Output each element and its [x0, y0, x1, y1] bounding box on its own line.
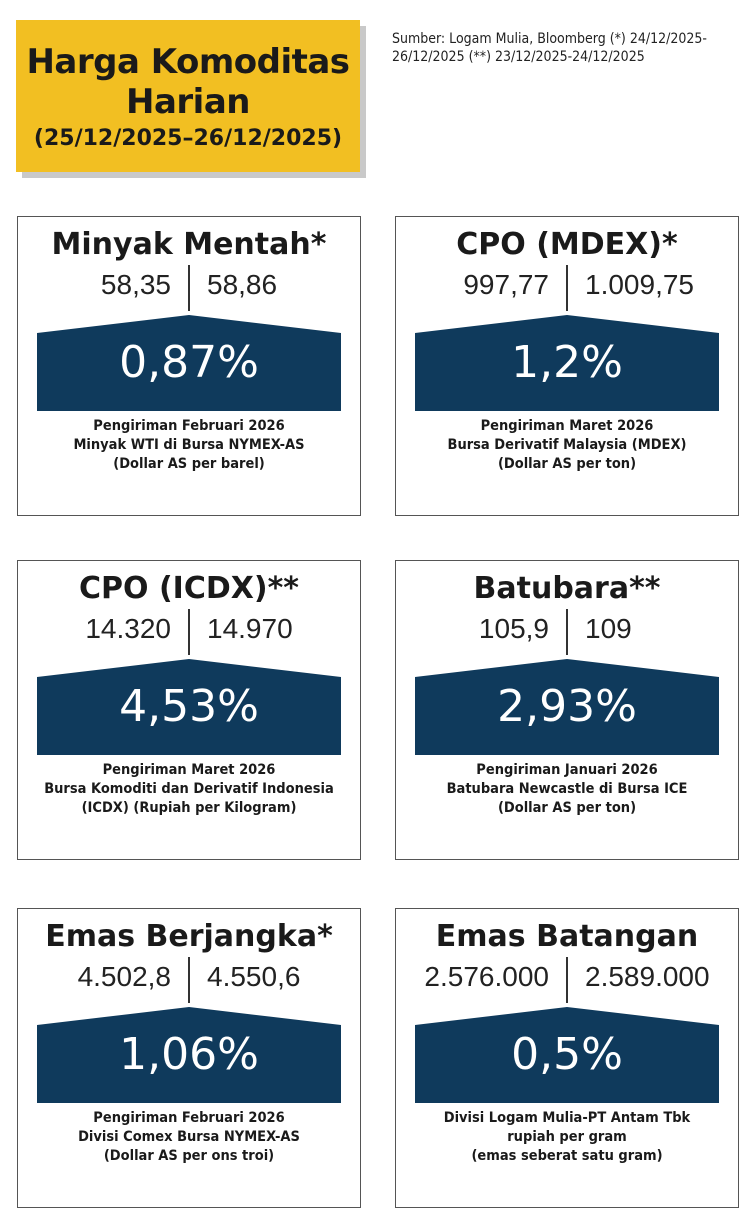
previous-price: 997,77 — [463, 269, 549, 300]
current-price: 58,86 — [207, 269, 278, 300]
banner-shape — [37, 659, 341, 755]
banner-shape — [37, 1007, 341, 1103]
current-price: 2.589.000 — [585, 961, 710, 992]
price-divider — [566, 609, 568, 655]
desc-line: rupiah per gram — [507, 1129, 627, 1145]
desc-line: (ICDX) (Rupiah per Kilogram) — [81, 800, 297, 816]
desc-line: Bursa Derivatif Malaysia (MDEX) — [447, 437, 687, 453]
previous-price: 14.320 — [85, 613, 171, 644]
desc-line: (Dollar AS per ons troi) — [103, 1148, 275, 1164]
banner-shape — [37, 315, 341, 411]
desc-line: Pengiriman Februari 2026 — [93, 418, 285, 434]
change-banner: 4,53% — [37, 659, 341, 755]
page-title: Harga Komoditas Harian — [26, 42, 350, 122]
change-banner: 2,93% — [415, 659, 719, 755]
previous-price: 105,9 — [478, 613, 549, 644]
change-percent: 2,93% — [497, 681, 637, 732]
change-percent: 1,2% — [511, 337, 623, 388]
desc-line: Batubara Newcastle di Bursa ICE — [446, 781, 688, 797]
current-price: 1.009,75 — [585, 269, 694, 300]
price-pair: 14.320 14.970 — [18, 609, 360, 659]
card-description: Pengiriman Januari 2026 Batubara Newcast… — [396, 761, 738, 818]
desc-line: (Dollar AS per barel) — [113, 456, 265, 472]
desc-line: Pengiriman Maret 2026 — [480, 418, 654, 434]
card-description: Pengiriman Maret 2026 Bursa Derivatif Ma… — [396, 417, 738, 474]
price-divider — [566, 265, 568, 311]
desc-line: (Dollar AS per ton) — [497, 800, 637, 816]
card-cpo-icdx: CPO (ICDX)** 14.320 14.970 4,53% Pengiri… — [17, 560, 361, 860]
current-price: 109 — [585, 613, 632, 644]
banner-shape — [415, 659, 719, 755]
change-percent: 0,5% — [511, 1029, 623, 1080]
price-pair: 997,77 1.009,75 — [396, 265, 738, 315]
price-pair: 4.502,8 4.550,6 — [18, 957, 360, 1007]
desc-line: Pengiriman Maret 2026 — [102, 762, 276, 778]
banner-shape — [415, 1007, 719, 1103]
header-box: Harga Komoditas Harian (25/12/2025–26/12… — [16, 20, 360, 172]
price-divider — [188, 957, 190, 1003]
card-title: Emas Berjangka* — [45, 919, 333, 954]
desc-line: (Dollar AS per ton) — [497, 456, 637, 472]
previous-price: 2.576.000 — [424, 961, 549, 992]
change-banner: 0,5% — [415, 1007, 719, 1103]
change-percent: 4,53% — [119, 681, 259, 732]
card-description: Pengiriman Maret 2026 Bursa Komoditi dan… — [18, 761, 360, 818]
change-percent: 1,06% — [119, 1029, 259, 1080]
card-description: Divisi Logam Mulia-PT Antam Tbk rupiah p… — [396, 1109, 738, 1166]
card-title: Batubara** — [473, 571, 661, 606]
banner-shape — [415, 315, 719, 411]
price-divider — [188, 265, 190, 311]
date-range: (25/12/2025–26/12/2025) — [33, 126, 343, 151]
previous-price: 4.502,8 — [77, 961, 171, 992]
price-divider — [566, 957, 568, 1003]
card-description: Pengiriman Februari 2026 Divisi Comex Bu… — [18, 1109, 360, 1166]
card-batubara: Batubara** 105,9 109 2,93% Pengiriman Ja… — [395, 560, 739, 860]
change-banner: 1,2% — [415, 315, 719, 411]
change-banner: 1,06% — [37, 1007, 341, 1103]
price-pair: 58,35 58,86 — [18, 265, 360, 315]
desc-line: Divisi Comex Bursa NYMEX-AS — [78, 1129, 300, 1145]
desc-line: Minyak WTI di Bursa NYMEX-AS — [73, 437, 305, 453]
card-title: CPO (ICDX)** — [79, 571, 299, 606]
change-percent: 0,87% — [119, 337, 259, 388]
source-note: Sumber: Logam Mulia, Bloomberg (*) 24/12… — [392, 31, 707, 65]
desc-line: Pengiriman Januari 2026 — [476, 762, 658, 778]
previous-price: 58,35 — [100, 269, 171, 300]
price-pair: 2.576.000 2.589.000 — [396, 957, 738, 1007]
current-price: 14.970 — [207, 613, 293, 644]
desc-line: Divisi Logam Mulia-PT Antam Tbk — [443, 1110, 691, 1126]
card-title: Minyak Mentah* — [51, 227, 327, 262]
change-banner: 0,87% — [37, 315, 341, 411]
card-cpo-mdex: CPO (MDEX)* 997,77 1.009,75 1,2% Pengiri… — [395, 216, 739, 516]
card-title: Emas Batangan — [435, 919, 699, 954]
desc-line: (emas seberat satu gram) — [471, 1148, 663, 1164]
card-emas-berjangka: Emas Berjangka* 4.502,8 4.550,6 1,06% Pe… — [17, 908, 361, 1208]
price-pair: 105,9 109 — [396, 609, 738, 659]
card-title: CPO (MDEX)* — [456, 227, 678, 262]
card-minyak-mentah: Minyak Mentah* 58,35 58,86 0,87% Pengiri… — [17, 216, 361, 516]
price-divider — [188, 609, 190, 655]
current-price: 4.550,6 — [207, 961, 301, 992]
card-description: Pengiriman Februari 2026 Minyak WTI di B… — [18, 417, 360, 474]
desc-line: Bursa Komoditi dan Derivatif Indonesia — [44, 781, 334, 797]
card-emas-batangan: Emas Batangan 2.576.000 2.589.000 0,5% D… — [395, 908, 739, 1208]
desc-line: Pengiriman Februari 2026 — [93, 1110, 285, 1126]
